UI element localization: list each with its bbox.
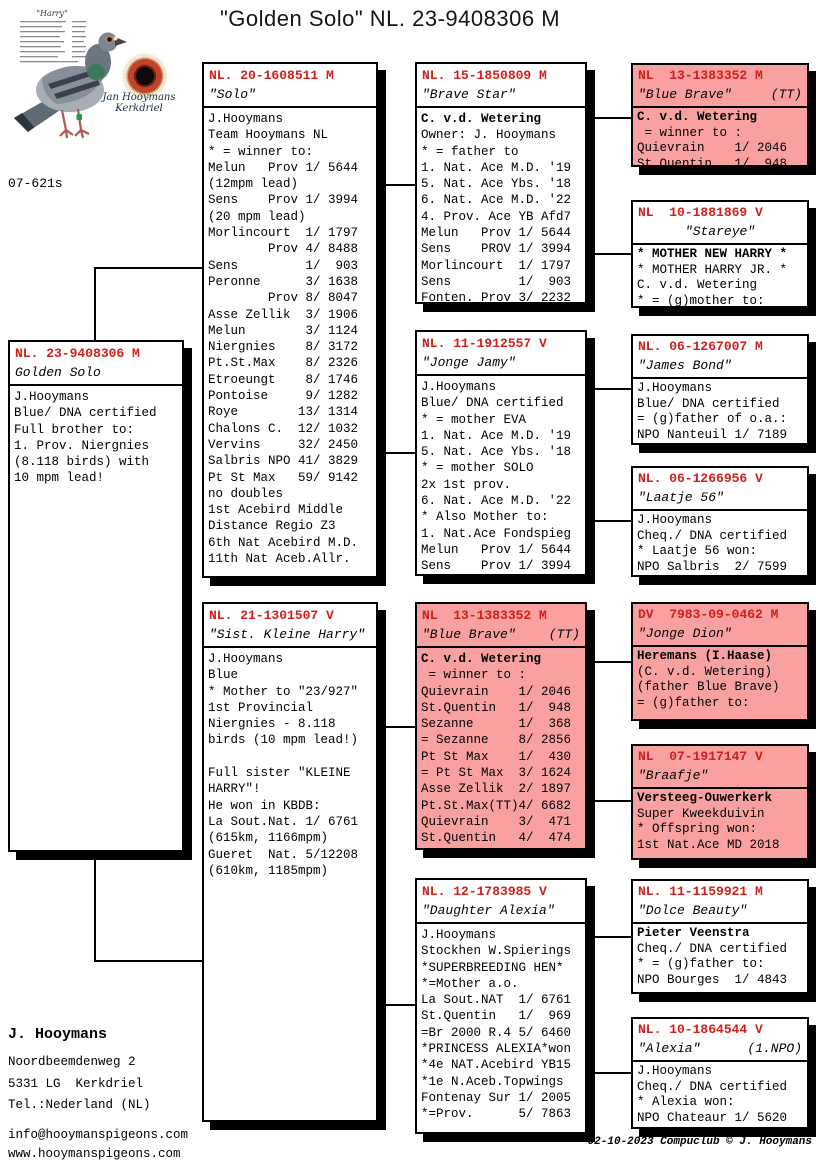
pigeon-name: "Sist. Kleine Harry"	[209, 627, 366, 642]
connector-line	[587, 253, 631, 255]
ring-number: NL. 10-1864544 V	[638, 1022, 763, 1037]
pigeon-name: "Dolce Beauty"	[638, 903, 748, 918]
pigeon-name: "James Bond"	[638, 358, 732, 373]
pigeon-details: J.Hooymans Blue/ DNA certified Full brot…	[14, 390, 157, 486]
ring-number: NL 10-1881869 V	[638, 205, 763, 220]
pedigree-box-daughter-alexia: NL. 12-1783985 V "Daughter Alexia" J.Hoo…	[415, 878, 587, 1134]
pigeon-details: J.Hooymans Blue/ DNA certified = (g)fath…	[637, 381, 788, 442]
pigeon-details: Heremans (I.Haase) (C. v.d. Wetering) (f…	[637, 649, 780, 710]
pigeon-name: "Daughter Alexia"	[422, 903, 555, 918]
connector-line	[587, 1072, 631, 1074]
connector-line	[378, 184, 415, 186]
pigeon-name: "Braafje"	[638, 768, 709, 783]
ring-number: NL. 20-1608511 M	[209, 68, 334, 83]
mini-results-list: "Harry"	[20, 9, 86, 63]
pigeon-details: J.Hooymans Cheq./ DNA certified * Laatje…	[637, 513, 788, 574]
email-link[interactable]: info@hooymanspigeons.com	[8, 1128, 189, 1142]
ring-number: NL 13-1383352 M	[422, 608, 547, 623]
generated-by: 02-10-2023 Compuclub © J. Hooymans	[587, 1136, 812, 1148]
pedigree-box-laatje-56: NL. 06-1266956 V "Laatje 56" J.Hooymans …	[631, 466, 809, 577]
connector-line	[587, 388, 631, 390]
pigeon-name: "Stareye"	[684, 224, 756, 239]
pedigree-box-sist-kleine-harry: NL. 21-1301507 V "Sist. Kleine Harry" J.…	[202, 602, 378, 1122]
pigeon-details: C. v.d. Wetering Owner: J. Hooymans * = …	[421, 112, 572, 304]
ring-number: DV 7983-09-0462 M	[638, 607, 779, 622]
pigeon-details: Pieter Veenstra Cheq./ DNA certified * =…	[637, 926, 788, 987]
photo-credit: Jan Hooymans Kerkdriel	[102, 92, 176, 114]
pedigree-box-blue-brave: NL 13-1383352 M "Blue Brave" (TT) C. v.d.…	[415, 602, 587, 850]
mini-results-caption: "Harry"	[36, 9, 67, 18]
pedigree-box-stareye: NL 10-1881869 V "Stareye" * MOTHER NEW H…	[631, 200, 809, 308]
connector-line	[587, 520, 631, 522]
pigeon-details: C. v.d. Wetering = winner to : Quievrain…	[637, 110, 788, 167]
ring-number: NL. 06-1267007 M	[638, 339, 763, 354]
pedigree-box-dolce-beauty: NL. 11-1159921 M "Dolce Beauty" Pieter V…	[631, 879, 809, 994]
pigeon-details: J.Hooymans Stockhen W.Spierings *SUPERBR…	[421, 928, 572, 1122]
pigeon-details: J.Hooymans Cheq./ DNA certified * Alexia…	[637, 1064, 788, 1125]
pigeon-photo: "Harry"	[14, 9, 127, 139]
pigeon-details: J.Hooymans Blue/ DNA certified * = mothe…	[421, 380, 572, 574]
pigeon-name: "Solo"	[209, 87, 256, 102]
loft-code: 07-621s	[8, 176, 63, 191]
ring-number: NL. 23-9408306 M	[15, 346, 140, 361]
connector-line	[587, 800, 631, 802]
pigeon-name: "Blue Brave"	[638, 87, 732, 102]
ring-number: NL 13-1383352 M	[638, 68, 763, 83]
ring-number: NL. 11-1912557 V	[422, 336, 547, 351]
ring-number: NL. 21-1301507 V	[209, 608, 334, 623]
owner-address: Noordbeemdenweg 2 5331 LG Kerkdriel Tel.…	[8, 1055, 151, 1112]
pigeon-name: Golden Solo	[15, 365, 101, 380]
website-link[interactable]: www.hooymanspigeons.com	[8, 1147, 181, 1161]
pigeon-name: "Laatje 56"	[638, 490, 724, 505]
pigeon-details: J.Hooymans Team Hooymans NL * = winner t…	[208, 112, 359, 567]
connector-line	[587, 661, 631, 663]
ring-number: NL. 06-1266956 V	[638, 471, 763, 486]
pigeon-name: "Alexia"	[638, 1041, 701, 1056]
pigeon-details: J.Hooymans Blue * Mother to "23/927" 1st…	[208, 652, 359, 878]
pigeon-name-suffix: (TT)	[548, 627, 580, 642]
connector-line	[587, 936, 631, 938]
ring-number: NL 07-1917147 V	[638, 749, 763, 764]
owner-name: J. Hooymans	[8, 1026, 108, 1043]
pigeon-details: * MOTHER NEW HARRY * * MOTHER HARRY JR. …	[637, 247, 788, 308]
pedigree-box-alexia: NL. 10-1864544 V "Alexia" (1.NPO) J.Hooym…	[631, 1017, 809, 1129]
connector-line	[94, 960, 202, 962]
pedigree-box-solo: NL. 20-1608511 M "Solo" J.Hooymans Team …	[202, 62, 378, 578]
pigeon-name-suffix: (TT)	[770, 87, 802, 102]
pedigree-box-james-bond: NL. 06-1267007 M "James Bond" J.Hooymans…	[631, 334, 809, 445]
pigeon-details: Versteeg-Ouwerkerk Super Kweekduivin * O…	[637, 791, 780, 852]
pedigree-box-jonge-dion: DV 7983-09-0462 M "Jonge Dion" Heremans …	[631, 602, 809, 721]
pedigree-box-braafje: NL 07-1917147 V "Braafje" Versteeg-Ouwer…	[631, 744, 809, 860]
ring-number: NL. 11-1159921 M	[638, 884, 763, 899]
pedigree-box-golden-solo: NL. 23-9408306 M Golden Solo J.Hooymans …	[8, 340, 184, 852]
pedigree-box-jonge-jamy: NL. 11-1912557 V "Jonge Jamy" J.Hooymans…	[415, 330, 587, 576]
pigeon-name: "Blue Brave"	[422, 627, 516, 642]
ring-number: NL. 12-1783985 V	[422, 884, 547, 899]
connector-line	[378, 726, 415, 728]
pigeon-eye-photo	[119, 50, 171, 102]
ring-number: NL. 15-1850809 M	[422, 68, 547, 83]
page-title: "Golden Solo" NL. 23-9408306 M	[219, 6, 561, 31]
pigeon-details: C. v.d. Wetering = winner to : Quievrain…	[421, 652, 572, 846]
pedigree-box-blue-brave-sire: NL 13-1383352 M "Blue Brave" (TT) C. v.d.…	[631, 63, 809, 167]
pedigree-box-brave-star: NL. 15-1850809 M "Brave Star" C. v.d. We…	[415, 62, 587, 304]
pigeon-name-suffix: (1.NPO)	[747, 1041, 802, 1056]
pigeon-name: "Brave Star"	[422, 87, 516, 102]
connector-line	[587, 117, 631, 119]
connector-line	[94, 267, 202, 269]
pigeon-drawing	[14, 32, 127, 139]
connector-line	[378, 452, 415, 454]
owner-contact: info@hooymanspigeons.com www.hooymanspig…	[8, 1126, 188, 1164]
connector-line	[378, 1004, 415, 1006]
pigeon-name: "Jonge Dion"	[638, 626, 732, 641]
pigeon-name: "Jonge Jamy"	[422, 355, 516, 370]
